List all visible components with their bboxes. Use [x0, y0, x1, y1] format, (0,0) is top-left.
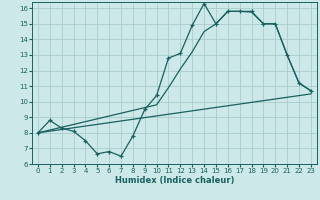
X-axis label: Humidex (Indice chaleur): Humidex (Indice chaleur)	[115, 176, 234, 185]
